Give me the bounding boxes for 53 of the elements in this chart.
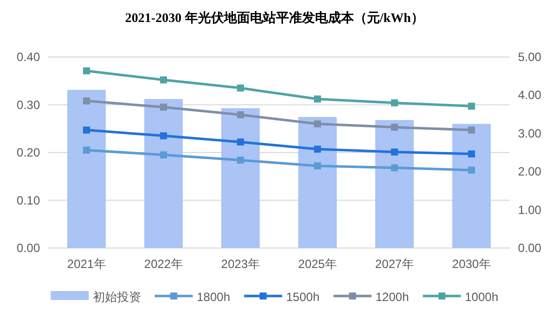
point [314,120,321,128]
point [83,67,90,74]
point [468,102,475,110]
point [314,146,321,153]
x-tick-label: 2021年 [67,257,106,271]
y2-tick-label: 3.00 [518,126,542,140]
bar [67,90,106,248]
x-tick-label: 2027年 [375,257,414,271]
point [314,162,321,170]
y2-tick-label: 2.00 [518,164,542,179]
y2-tick-label: 4.00 [518,88,542,102]
point [160,132,167,140]
point [83,146,90,154]
chart-title: 2021-2030 年光伏地面电站平准发电成本（元/kWh） [125,10,424,25]
y2-tick-label: 1.00 [518,202,542,217]
y2-tick-label: 0.00 [518,241,542,255]
point [160,76,167,84]
y-tick-label: 0.20 [16,146,40,160]
point [160,151,167,158]
legend-label: 1200h [376,290,409,304]
x-tick-label: 2025年 [298,257,337,271]
y-tick-label: 0.40 [16,50,40,64]
legend-label: 1500h [286,290,320,304]
x-tick-label: 2030年 [452,257,491,271]
point [314,96,321,103]
bar [375,120,414,248]
y2-tick-label: 5.00 [518,50,542,64]
bar [144,99,183,248]
bar [298,116,337,248]
y-tick-label: 0.00 [16,241,40,255]
legend-label: 1000h [464,290,498,304]
point [391,164,398,172]
point [237,84,244,92]
point [83,126,90,134]
point [83,97,90,104]
y-tick-label: 0.30 [16,98,40,112]
point [237,111,244,118]
point [468,126,475,134]
bar [221,108,260,248]
x-tick-label: 2022年 [144,257,183,271]
point [391,124,398,131]
point [391,99,398,106]
point [237,156,244,164]
point [237,138,244,146]
y-tick-label: 0.10 [16,193,40,208]
x-tick-label: 2023年 [221,257,260,271]
point [391,148,398,156]
point [468,166,475,174]
point [468,150,475,158]
legend-label: 1800h [196,290,230,304]
point [160,104,167,111]
legend-label: 初始投资 [92,290,141,304]
bar [452,124,491,248]
